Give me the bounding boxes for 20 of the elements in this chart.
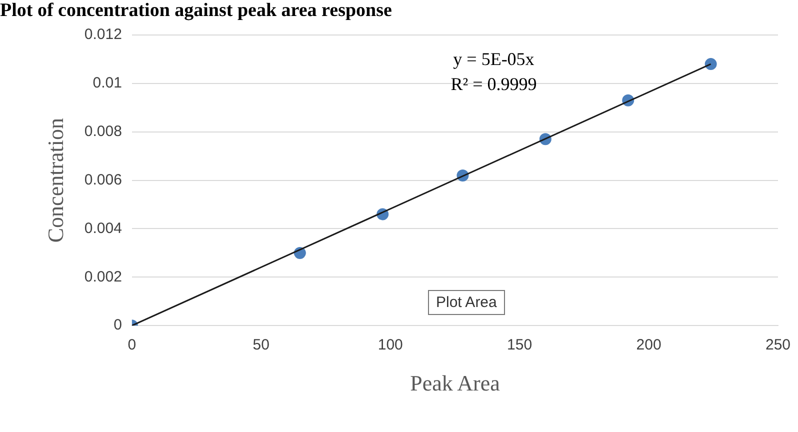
y-tick-label: 0.002 (84, 268, 122, 286)
x-tick-label: 200 (636, 336, 662, 354)
y-tick-label: 0 (114, 316, 122, 334)
x-tick-label: 0 (128, 336, 136, 354)
y-tick-label: 0.006 (84, 171, 122, 188)
annotation: Plot Area (428, 290, 505, 315)
x-tick-label: 150 (507, 336, 532, 354)
y-axis-title: Concentration (42, 118, 68, 243)
y-tick-label: 0.012 (84, 26, 122, 44)
y-tick-label: 0.008 (84, 123, 122, 140)
chart-title: Plot of concentration against peak area response (0, 0, 392, 22)
x-tick-label: 50 (252, 336, 270, 354)
y-tick-label: 0.01 (92, 74, 122, 92)
annotation: y = 5E-05x (453, 49, 534, 69)
point (704, 58, 717, 70)
x-tick-label: 250 (765, 336, 791, 354)
y-tick-label: 0.004 (84, 220, 122, 237)
x-axis-title: Peak Area (410, 370, 500, 396)
annotation: R² = 0.9999 (450, 74, 537, 94)
x-tick-label: 100 (378, 336, 403, 354)
